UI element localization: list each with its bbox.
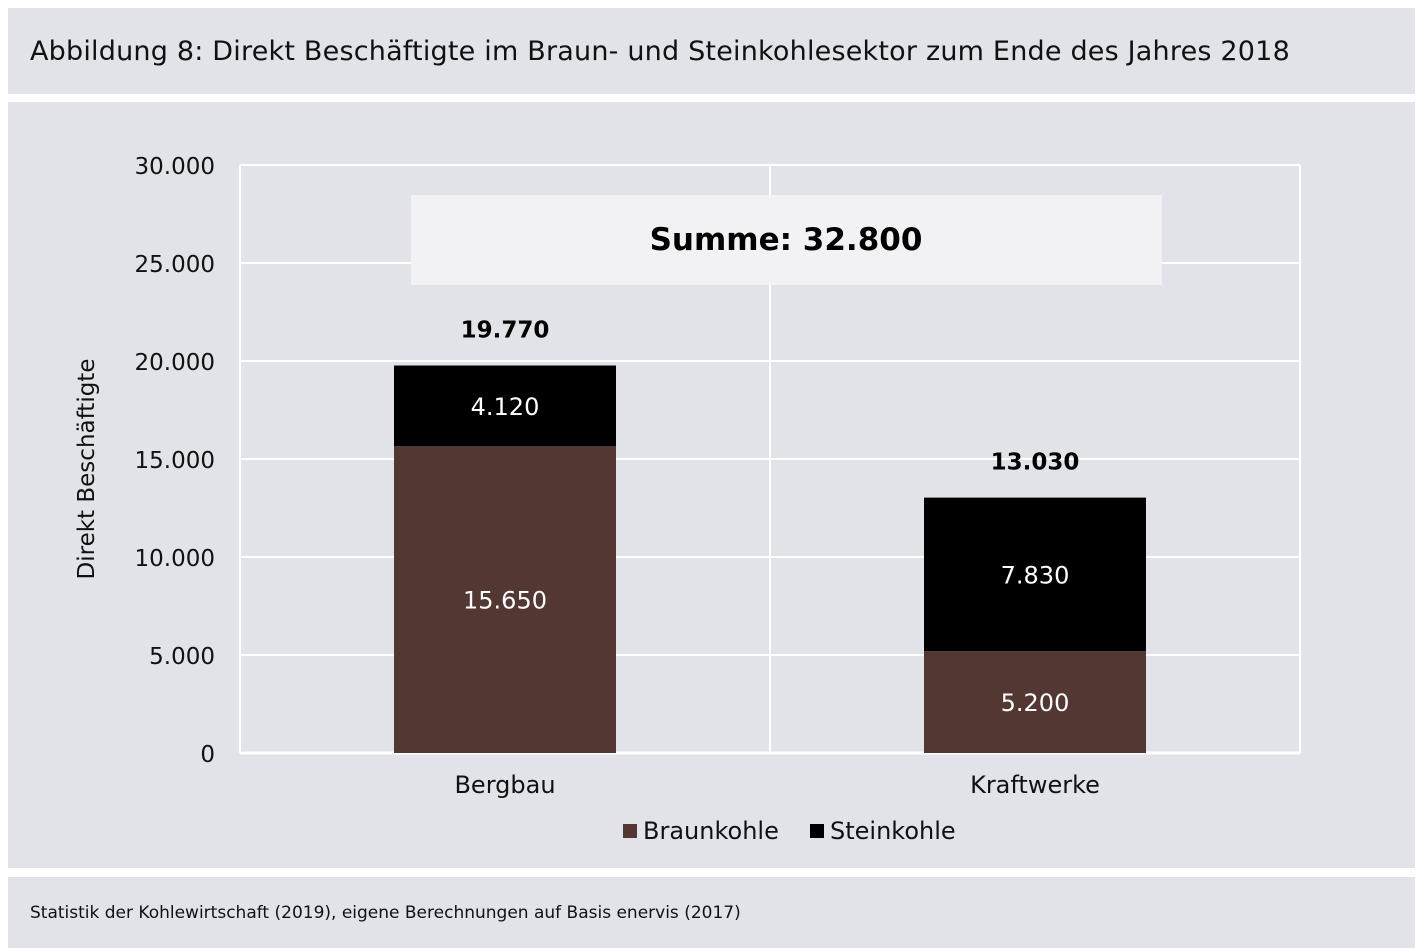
source-footer: Statistik der Kohlewirtschaft (2019), ei… [8,877,1415,948]
y-tick-label: 25.000 [135,252,215,278]
x-tick-label: Kraftwerke [970,771,1100,799]
y-tick-label: 5.000 [149,644,215,670]
legend-swatch-steinkohle [810,824,824,838]
bar-value-label: 7.830 [1001,561,1070,589]
bar-value-label: 15.650 [463,587,547,615]
bar-steinkohle-kraftwerke [924,497,1146,652]
source-note: Statistik der Kohlewirtschaft (2019), ei… [30,903,741,923]
y-tick-label: 0 [200,742,215,768]
legend-swatch-braunkohle [623,824,637,838]
sum-annotation-box [411,195,1162,285]
legend-label: Braunkohle [643,817,779,845]
chart-title: Abbildung 8: Direkt Beschäftigte im Brau… [30,36,1290,67]
bar-value-label: 4.120 [471,393,540,421]
sum-annotation: Summe: 32.800 [650,222,923,258]
legend-label: Steinkohle [830,817,956,845]
title-bar: Abbildung 8: Direkt Beschäftigte im Brau… [8,8,1415,94]
total-label: 13.030 [991,450,1080,476]
bar-steinkohle-bergbau [394,365,616,447]
y-tick-label: 10.000 [135,546,215,572]
total-label: 19.770 [461,318,550,344]
y-axis-label: Direkt Beschäftigte [74,359,100,580]
x-tick-label: Bergbau [454,771,555,799]
y-tick-label: 15.000 [135,448,215,474]
y-tick-label: 30.000 [135,154,215,180]
y-tick-label: 20.000 [135,350,215,376]
bar-value-label: 5.200 [1001,689,1070,717]
bar-braunkohle-kraftwerke [924,651,1146,753]
bar-braunkohle-bergbau [394,446,616,753]
